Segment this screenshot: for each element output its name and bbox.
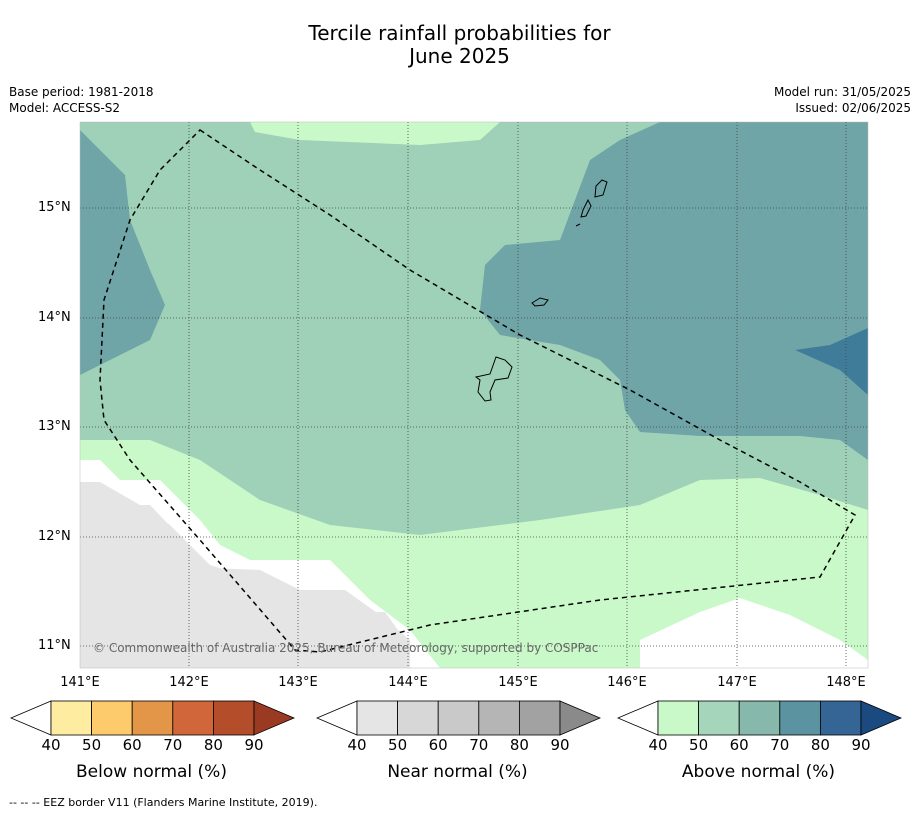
- map-figure: [79, 121, 869, 669]
- colorbar-tick-label: 70: [469, 736, 489, 754]
- colorbar-tick-label: 50: [388, 736, 408, 754]
- island-tinian: [580, 198, 592, 218]
- colorbar-title: Above normal (%): [681, 762, 836, 782]
- colorbar-tick-label: 80: [810, 736, 830, 754]
- colorbar-segment: [212, 700, 255, 736]
- colorbar-segment: [779, 700, 821, 736]
- eez-border: [99, 129, 857, 653]
- meta-right: Model run: 31/05/2025 Issued: 02/06/2025: [774, 84, 911, 116]
- colorbar-tick-label: 70: [163, 736, 183, 754]
- title-line-1: Tercile rainfall probabilities for: [308, 21, 611, 45]
- colorbar-segment: [738, 700, 781, 736]
- zone-near-normal-core: [80, 482, 405, 668]
- colorbar-tick-label: 90: [550, 736, 570, 754]
- colorbar-tick-label: 50: [689, 736, 709, 754]
- colorbar-tick-label: 90: [851, 736, 871, 754]
- longitude-label: 143°E: [278, 675, 318, 690]
- colorbar-extend-high: [559, 700, 601, 736]
- colorbar-tick-label: 40: [347, 736, 367, 754]
- longitude-label: 147°E: [717, 675, 757, 690]
- gridlines: [80, 122, 868, 668]
- island-guam: [474, 356, 513, 402]
- colorbar-title: Near normal (%): [387, 762, 528, 782]
- colorbar-segment: [91, 700, 133, 736]
- longitude-label: 145°E: [498, 675, 538, 690]
- chart-title: Tercile rainfall probabilities for June …: [0, 22, 919, 68]
- meta-left: Base period: 1981-2018 Model: ACCESS-S2: [9, 84, 154, 116]
- colorbar-tick-label: 60: [729, 736, 749, 754]
- islands: [474, 179, 608, 402]
- colorbar-extend-high: [860, 700, 902, 736]
- colorbar-tick-label: 70: [770, 736, 790, 754]
- longitude-label: 144°E: [388, 675, 428, 690]
- colorbar-2: [617, 700, 902, 736]
- colorbar-tick-label: 40: [41, 736, 61, 754]
- colorbar-segment: [50, 700, 92, 736]
- latitude-label: 11°N: [38, 638, 71, 653]
- colorbar-extend-low: [617, 700, 659, 736]
- colorbar-tick-label: 80: [203, 736, 223, 754]
- colorbar-tick-label: 80: [509, 736, 529, 754]
- colorbar-0: [10, 700, 295, 736]
- island-rota: [531, 297, 549, 307]
- island-aguijan: [575, 223, 581, 227]
- zone-no-data-southeast: [640, 598, 868, 668]
- colorbar-tick-label: 60: [428, 736, 448, 754]
- colorbar-title: Below normal (%): [76, 762, 227, 782]
- zone-above-70-80: [795, 328, 868, 395]
- colorbar-tick-label: 60: [122, 736, 142, 754]
- map-frame: [79, 121, 869, 669]
- longitude-label: 141°E: [60, 675, 100, 690]
- colorbar-extend-low: [316, 700, 358, 736]
- colorbar-extend-high: [253, 700, 295, 736]
- eez-legend: -- -- -- EEZ border V11 (Flanders Marine…: [9, 796, 318, 809]
- base-period: Base period: 1981-2018: [9, 85, 154, 99]
- colorbar-segment: [437, 700, 480, 736]
- latitude-label: 15°N: [38, 200, 71, 215]
- longitude-label: 142°E: [169, 675, 209, 690]
- colorbar-segment: [819, 700, 862, 736]
- colorbar-segment: [172, 700, 214, 736]
- longitude-label: 148°E: [826, 675, 866, 690]
- colorbar-segment: [131, 700, 174, 736]
- colorbar-tick-label: 40: [648, 736, 668, 754]
- model-run: Model run: 31/05/2025: [773, 85, 911, 99]
- latitude-label: 13°N: [38, 419, 71, 434]
- colorbar-segment: [657, 700, 699, 736]
- zone-above-40-50-north: [250, 122, 500, 145]
- colorbar-segment: [698, 700, 740, 736]
- issued-date: Issued: 02/06/2025: [795, 101, 911, 115]
- zone-above-60-70: [480, 122, 868, 460]
- colorbar-tick-label: 50: [82, 736, 102, 754]
- model-name: Model: ACCESS-S2: [9, 101, 121, 115]
- colorbar-segment: [356, 700, 398, 736]
- colorbar-tick-label: 90: [244, 736, 264, 754]
- longitude-label: 146°E: [607, 675, 647, 690]
- title-line-2: June 2025: [409, 44, 510, 68]
- colorbar-1: [316, 700, 601, 736]
- colorbar-segment: [518, 700, 561, 736]
- latitude-label: 12°N: [38, 529, 71, 544]
- map-layers: [80, 122, 868, 668]
- colorbar-segment: [478, 700, 520, 736]
- copyright-notice: © Commonwealth of Australia 2025, Bureau…: [93, 641, 599, 655]
- colorbar-extend-low: [10, 700, 52, 736]
- colorbar-segment: [397, 700, 439, 736]
- latitude-label: 14°N: [38, 310, 71, 325]
- zone-above-60-70-west: [80, 130, 165, 375]
- island-saipan: [594, 179, 608, 198]
